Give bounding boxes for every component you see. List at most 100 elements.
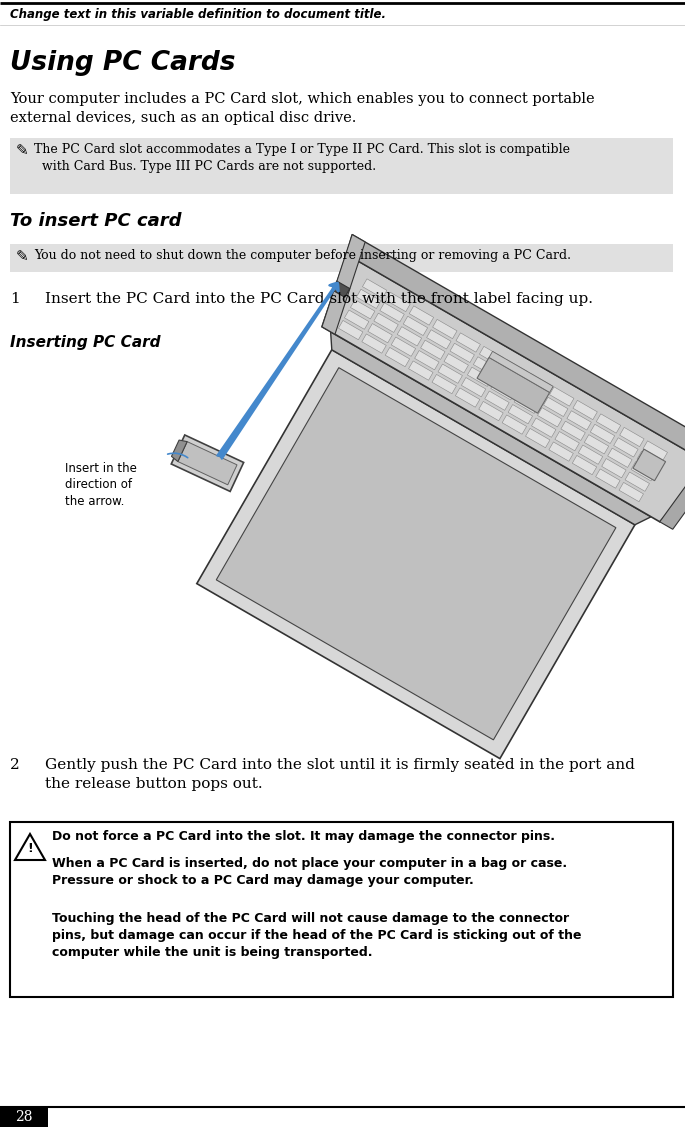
Polygon shape — [631, 462, 656, 481]
Polygon shape — [473, 357, 498, 376]
Polygon shape — [479, 401, 503, 420]
Polygon shape — [438, 364, 462, 383]
Polygon shape — [368, 323, 393, 343]
Text: ✎: ✎ — [16, 143, 29, 158]
Text: The PC Card slot accommodates a Type I or Type II PC Card. This slot is compatib: The PC Card slot accommodates a Type I o… — [34, 143, 570, 174]
Polygon shape — [532, 418, 556, 437]
Polygon shape — [421, 340, 445, 360]
Polygon shape — [409, 361, 433, 380]
Polygon shape — [620, 427, 644, 446]
Text: You do not need to shut down the computer before inserting or removing a PC Card: You do not need to shut down the compute… — [34, 249, 571, 261]
Polygon shape — [216, 367, 616, 739]
Polygon shape — [555, 432, 580, 451]
Polygon shape — [374, 313, 398, 332]
Polygon shape — [479, 346, 503, 365]
Polygon shape — [332, 281, 350, 298]
Polygon shape — [502, 415, 527, 434]
Polygon shape — [619, 482, 643, 502]
Polygon shape — [409, 305, 434, 326]
Polygon shape — [171, 440, 187, 462]
Text: Insert in the
direction of
the arrow.: Insert in the direction of the arrow. — [65, 462, 137, 508]
Polygon shape — [462, 378, 486, 397]
Polygon shape — [450, 344, 475, 363]
Polygon shape — [543, 397, 568, 417]
Polygon shape — [485, 391, 509, 410]
Polygon shape — [444, 354, 469, 373]
Text: Insert the PC Card into the PC Card slot with the front label facing up.: Insert the PC Card into the PC Card slot… — [45, 292, 593, 307]
Text: !: ! — [27, 842, 33, 855]
Polygon shape — [573, 400, 597, 419]
FancyBboxPatch shape — [10, 137, 673, 194]
Polygon shape — [362, 278, 387, 299]
Text: Gently push the PC Card into the slot until it is firmly seated in the port and
: Gently push the PC Card into the slot un… — [45, 758, 635, 791]
Polygon shape — [596, 414, 621, 433]
FancyBboxPatch shape — [0, 1107, 48, 1127]
Polygon shape — [561, 421, 585, 441]
Polygon shape — [633, 450, 666, 481]
Text: 28: 28 — [15, 1110, 33, 1124]
Polygon shape — [637, 451, 662, 471]
Polygon shape — [380, 303, 404, 322]
Text: Inserting PC Card: Inserting PC Card — [10, 335, 160, 350]
Polygon shape — [347, 234, 685, 467]
Text: Touching the head of the PC Card will not cause damage to the connector
pins, bu: Touching the head of the PC Card will no… — [52, 912, 582, 959]
Polygon shape — [572, 455, 597, 474]
Polygon shape — [351, 300, 375, 319]
Polygon shape — [567, 410, 591, 431]
Polygon shape — [625, 472, 649, 491]
Polygon shape — [590, 424, 614, 444]
Polygon shape — [397, 327, 422, 346]
Polygon shape — [331, 331, 651, 525]
Polygon shape — [403, 317, 427, 336]
Polygon shape — [660, 444, 685, 530]
Text: 2: 2 — [10, 758, 20, 772]
Polygon shape — [608, 449, 632, 468]
Polygon shape — [614, 437, 638, 458]
Polygon shape — [433, 319, 457, 338]
Text: Change text in this variable definition to document title.: Change text in this variable definition … — [10, 8, 386, 21]
Polygon shape — [338, 320, 363, 339]
Polygon shape — [503, 360, 527, 379]
Polygon shape — [514, 394, 538, 414]
Polygon shape — [427, 330, 451, 349]
Text: 1: 1 — [10, 292, 20, 307]
Polygon shape — [432, 374, 456, 393]
Polygon shape — [197, 349, 635, 758]
Polygon shape — [584, 435, 609, 454]
Polygon shape — [508, 405, 532, 424]
Polygon shape — [345, 310, 369, 329]
Polygon shape — [549, 442, 573, 461]
Text: Do not force a PC Card into the slot. It may damage the connector pins.: Do not force a PC Card into the slot. It… — [52, 829, 555, 843]
Polygon shape — [643, 441, 667, 460]
Text: When a PC Card is inserted, do not place your computer in a bag or case.
Pressur: When a PC Card is inserted, do not place… — [52, 857, 567, 887]
Polygon shape — [601, 459, 626, 478]
Polygon shape — [362, 334, 386, 353]
Polygon shape — [414, 350, 439, 370]
Polygon shape — [456, 388, 480, 407]
Polygon shape — [386, 292, 410, 312]
Polygon shape — [15, 834, 45, 860]
Polygon shape — [549, 387, 574, 406]
FancyBboxPatch shape — [10, 822, 673, 997]
Polygon shape — [322, 234, 365, 335]
Polygon shape — [526, 373, 551, 392]
Text: ✎: ✎ — [16, 249, 29, 264]
Polygon shape — [356, 290, 381, 309]
Polygon shape — [391, 337, 416, 356]
Polygon shape — [525, 428, 550, 447]
Polygon shape — [322, 255, 685, 522]
Polygon shape — [520, 384, 545, 403]
Polygon shape — [596, 469, 620, 488]
Polygon shape — [456, 332, 480, 352]
Polygon shape — [467, 367, 492, 387]
Polygon shape — [477, 357, 549, 414]
Text: Using PC Cards: Using PC Cards — [10, 50, 236, 76]
Polygon shape — [171, 435, 244, 491]
Polygon shape — [489, 352, 553, 392]
Polygon shape — [490, 381, 515, 400]
Text: To insert PC card: To insert PC card — [10, 212, 182, 230]
FancyBboxPatch shape — [10, 245, 673, 272]
Text: Your computer includes a PC Card slot, which enables you to connect portable
ext: Your computer includes a PC Card slot, w… — [10, 92, 595, 125]
Polygon shape — [538, 408, 562, 427]
Polygon shape — [385, 347, 410, 366]
